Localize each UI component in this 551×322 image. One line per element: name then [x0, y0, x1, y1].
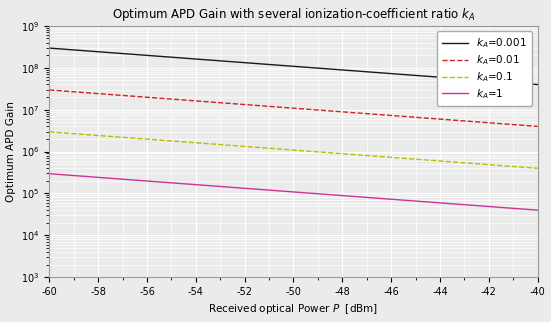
$k_A$=1 — [281, 189, 288, 193]
$k_A$=0.01 — [534, 125, 541, 128]
$k_A$=0.1 — [522, 166, 529, 169]
$k_A$=0.001 — [534, 82, 541, 86]
Line: $k_A$=0.01: $k_A$=0.01 — [49, 90, 538, 127]
$k_A$=1 — [446, 202, 453, 205]
$k_A$=0.1 — [337, 152, 343, 156]
Line: $k_A$=1: $k_A$=1 — [49, 174, 538, 210]
$k_A$=0.1 — [278, 147, 284, 151]
$k_A$=1 — [534, 208, 541, 212]
Title: Optimum APD Gain with several ionization-coefficient ratio $k_A$: Optimum APD Gain with several ionization… — [112, 5, 476, 23]
$k_A$=0.001 — [310, 66, 317, 70]
Line: $k_A$=0.1: $k_A$=0.1 — [49, 132, 538, 168]
$k_A$=1 — [522, 207, 529, 211]
$k_A$=1 — [337, 194, 343, 197]
$k_A$=0.1 — [281, 147, 288, 151]
$k_A$=0.001 — [446, 76, 453, 80]
$k_A$=0.001 — [337, 68, 343, 72]
$k_A$=0.1 — [446, 160, 453, 164]
$k_A$=0.1 — [46, 130, 52, 134]
Y-axis label: Optimum APD Gain: Optimum APD Gain — [6, 101, 15, 202]
$k_A$=0.001 — [278, 63, 284, 67]
$k_A$=0.001 — [281, 64, 288, 68]
Line: $k_A$=0.001: $k_A$=0.001 — [49, 48, 538, 84]
$k_A$=0.01 — [278, 105, 284, 109]
$k_A$=0.01 — [337, 110, 343, 114]
$k_A$=0.01 — [46, 88, 52, 92]
$k_A$=0.1 — [534, 166, 541, 170]
$k_A$=0.01 — [310, 108, 317, 112]
$k_A$=0.01 — [446, 118, 453, 122]
$k_A$=0.01 — [281, 106, 288, 109]
$k_A$=0.001 — [522, 82, 529, 86]
$k_A$=0.001 — [46, 46, 52, 50]
$k_A$=1 — [46, 172, 52, 176]
$k_A$=1 — [310, 192, 317, 195]
$k_A$=0.1 — [310, 150, 317, 154]
$k_A$=0.01 — [522, 124, 529, 128]
Legend: $k_A$=0.001, $k_A$=0.01, $k_A$=0.1, $k_A$=1: $k_A$=0.001, $k_A$=0.01, $k_A$=0.1, $k_A… — [437, 31, 532, 106]
$k_A$=1 — [278, 189, 284, 193]
X-axis label: Received optical Power $P$  [dBm]: Received optical Power $P$ [dBm] — [208, 302, 379, 317]
